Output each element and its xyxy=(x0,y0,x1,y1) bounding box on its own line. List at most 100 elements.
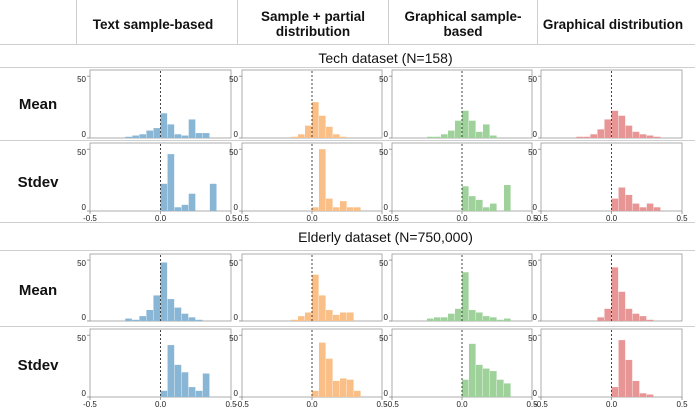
histogram-bar xyxy=(497,379,504,397)
y-tick-label: 0 xyxy=(82,389,87,398)
histogram-bar xyxy=(611,110,619,138)
y-tick-label: 0 xyxy=(82,130,87,139)
x-tick-label: -0.5 xyxy=(83,400,97,409)
y-tick-label: 50 xyxy=(229,334,238,343)
histogram-bar xyxy=(167,154,175,211)
histogram-bar xyxy=(625,194,633,211)
histogram-bar xyxy=(639,207,647,211)
histogram-bar xyxy=(174,364,182,397)
histogram-bar xyxy=(326,310,333,321)
x-tick-label: 0.5 xyxy=(225,400,237,409)
histogram-bar xyxy=(625,125,633,138)
histogram-bar xyxy=(490,203,497,211)
histogram-bar xyxy=(483,207,490,211)
section-divider xyxy=(0,222,695,223)
histogram-bar xyxy=(188,119,196,138)
x-tick-label: -0.5 xyxy=(385,214,399,223)
x-tick-label: -0.5 xyxy=(385,400,399,409)
histogram-bar xyxy=(490,135,497,138)
histogram-bar xyxy=(340,201,347,211)
histogram-bar xyxy=(174,307,182,321)
x-tick-label: 0.0 xyxy=(306,214,318,223)
histogram-bar xyxy=(618,187,626,211)
histogram-bar xyxy=(583,136,590,138)
histogram-bar xyxy=(326,126,333,138)
histogram-bar xyxy=(174,134,182,138)
row-label-tech-mean: Mean xyxy=(18,96,58,113)
histogram-bar xyxy=(469,310,476,321)
histogram-bar xyxy=(132,319,139,321)
histogram-bar xyxy=(646,319,654,321)
histogram-bar xyxy=(469,120,476,138)
histogram-bar xyxy=(490,317,497,321)
histogram-bar xyxy=(188,317,196,321)
histogram-bar xyxy=(195,133,203,138)
histogram-bar xyxy=(146,310,154,321)
histogram-bar xyxy=(476,312,483,321)
histogram-bar xyxy=(632,203,640,211)
histogram-bar xyxy=(448,313,455,321)
histogram-bar xyxy=(305,312,312,321)
histogram-bar xyxy=(188,193,196,211)
x-tick-label: 0.0 xyxy=(155,214,167,223)
elderly-dataset-title: Elderly dataset (N=750,000) xyxy=(298,229,473,245)
histogram-bar xyxy=(448,130,455,138)
histogram-bar xyxy=(305,125,312,138)
x-tick-label: -0.5 xyxy=(83,214,97,223)
histogram-bar xyxy=(188,387,196,397)
y-tick-label: 50 xyxy=(77,148,86,157)
histogram-bar xyxy=(291,136,298,138)
column-header-graphical-distribution: Graphical distribution xyxy=(542,16,684,32)
x-tick-label: 0.5 xyxy=(376,400,388,409)
column-header-text-sample-based: Text sample-based xyxy=(92,16,214,32)
histogram-bar xyxy=(653,207,661,211)
histogram-bar xyxy=(469,196,476,211)
histogram-bar xyxy=(462,379,469,397)
x-tick-label: 0.5 xyxy=(526,214,538,223)
y-tick-label: 50 xyxy=(77,259,86,268)
histogram-bar xyxy=(646,394,654,397)
histogram-bar xyxy=(195,390,203,397)
y-tick-label: 50 xyxy=(379,259,388,268)
y-tick-label: 0 xyxy=(82,313,87,322)
histogram-bar xyxy=(427,318,434,321)
section-divider xyxy=(0,326,695,327)
y-tick-label: 50 xyxy=(528,75,537,84)
y-tick-label: 0 xyxy=(384,389,389,398)
y-tick-label: 0 xyxy=(384,130,389,139)
histogram-bar xyxy=(167,345,175,397)
histogram-bar xyxy=(427,136,434,138)
section-divider xyxy=(0,140,695,141)
column-header-sample-partial-distribution: Sample + partial distribution xyxy=(261,9,365,39)
histogram-bar xyxy=(625,359,633,397)
y-tick-label: 0 xyxy=(234,389,239,398)
x-tick-label: 0.5 xyxy=(676,400,688,409)
histogram-bar xyxy=(153,128,161,138)
histogram-bar xyxy=(195,319,203,321)
histogram-bar xyxy=(181,313,189,321)
histogram-bar xyxy=(202,373,210,397)
histogram-bar xyxy=(181,135,189,138)
histogram-bar xyxy=(167,124,175,138)
histogram-bar xyxy=(434,136,441,138)
histogram-bar xyxy=(167,299,175,321)
y-tick-label: 0 xyxy=(234,130,239,139)
y-tick-label: 0 xyxy=(82,203,87,212)
x-tick-label: 0.5 xyxy=(676,214,688,223)
histogram-bar xyxy=(312,207,319,211)
histogram-bar xyxy=(476,199,483,211)
tech-dataset-title: Tech dataset (N=158) xyxy=(318,50,453,66)
histogram-bar xyxy=(181,372,189,397)
histogram-bar xyxy=(312,390,319,397)
histogram-bar xyxy=(611,387,619,397)
histogram-bar xyxy=(462,110,469,138)
histogram-bar xyxy=(174,207,182,211)
histogram-bar xyxy=(181,204,189,211)
histogram-bar xyxy=(333,314,340,321)
histogram-bar xyxy=(354,390,361,397)
histogram-bar xyxy=(333,134,340,138)
histogram-bar xyxy=(153,295,161,321)
histogram-bar xyxy=(319,115,326,138)
histogram-bar xyxy=(333,380,340,397)
histogram-bar xyxy=(646,135,654,138)
